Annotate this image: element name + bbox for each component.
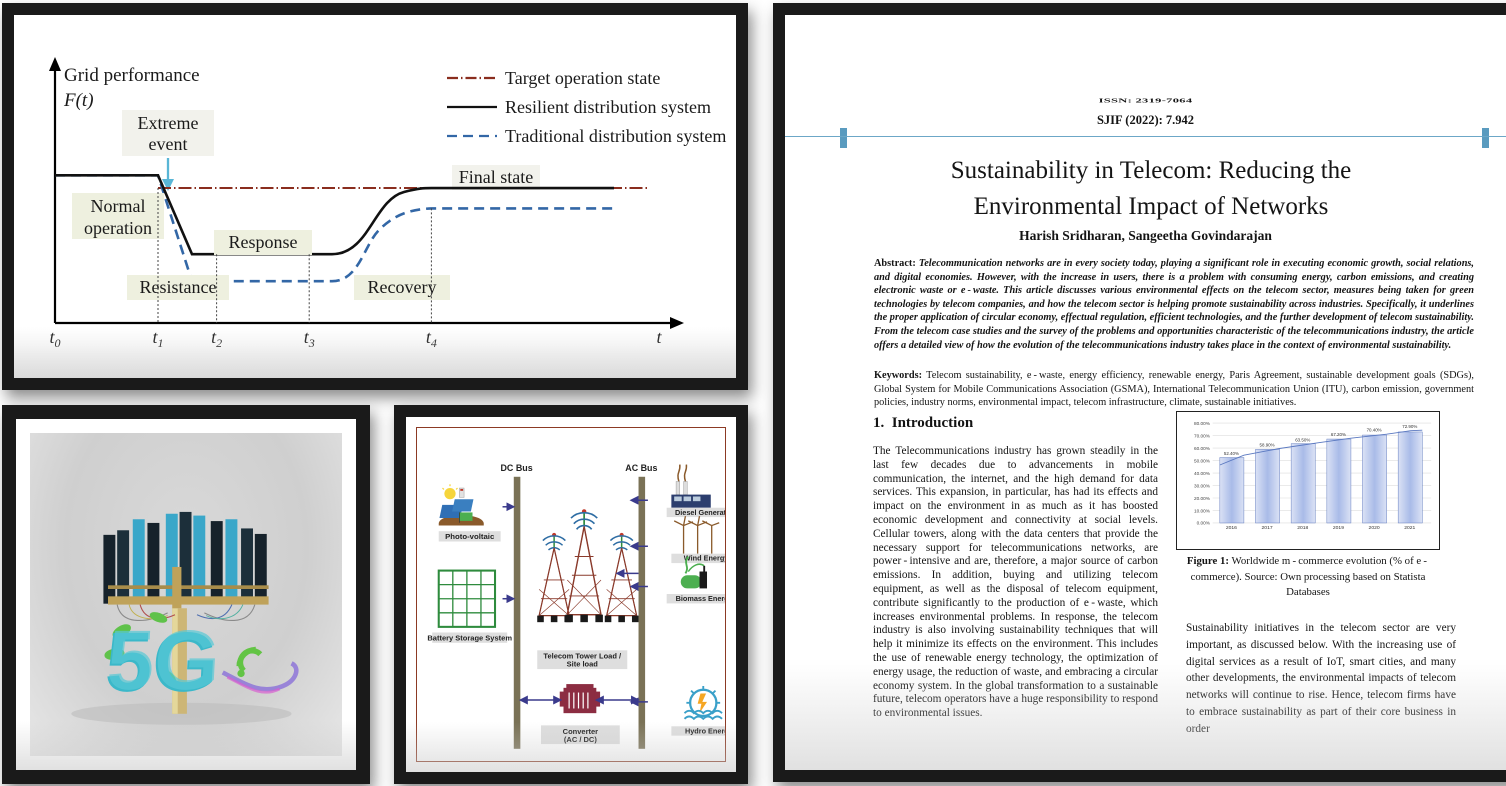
svg-text:5G: 5G xyxy=(105,613,223,707)
svg-text:t0: t0 xyxy=(49,327,60,350)
svg-text:t1: t1 xyxy=(152,327,163,350)
svg-text:60.00%: 60.00% xyxy=(1194,446,1211,452)
svg-text:t2: t2 xyxy=(211,327,222,350)
svg-text:2018: 2018 xyxy=(1297,525,1308,531)
svg-text:2017: 2017 xyxy=(1262,525,1273,531)
svg-text:0.00%: 0.00% xyxy=(1197,521,1211,527)
svg-text:Grid performance: Grid performance xyxy=(64,65,200,86)
svg-text:Response: Response xyxy=(229,232,298,252)
svg-text:(AC / DC): (AC / DC) xyxy=(564,735,597,744)
svg-text:67.20%: 67.20% xyxy=(1331,432,1346,437)
svg-text:2016: 2016 xyxy=(1226,525,1237,531)
svg-text:F(t): F(t) xyxy=(63,90,94,111)
svg-text:Traditional distribution syste: Traditional distribution system xyxy=(505,126,726,146)
svg-text:Battery Storage System: Battery Storage System xyxy=(427,633,512,642)
svg-text:Hydro Energy: Hydro Energy xyxy=(685,726,725,735)
svg-text:Final state: Final state xyxy=(459,167,534,187)
svg-text:Target operation state: Target operation state xyxy=(505,68,660,88)
svg-text:Recovery: Recovery xyxy=(368,277,437,297)
svg-text:63.50%: 63.50% xyxy=(1295,437,1310,442)
svg-text:52.40%: 52.40% xyxy=(1224,451,1239,456)
svg-text:Wind Energy: Wind Energy xyxy=(684,554,725,563)
svg-text:2021: 2021 xyxy=(1404,525,1415,531)
svg-text:operation: operation xyxy=(84,218,152,238)
svg-text:70.40%: 70.40% xyxy=(1367,428,1382,433)
svg-text:2020: 2020 xyxy=(1369,525,1380,531)
svg-text:Diesel Generator: Diesel Generator xyxy=(675,508,725,517)
svg-text:Normal: Normal xyxy=(91,196,146,216)
svg-text:50.00%: 50.00% xyxy=(1194,458,1211,464)
svg-text:80.00%: 80.00% xyxy=(1194,421,1211,427)
svg-text:AC Bus: AC Bus xyxy=(625,463,657,473)
svg-text:Site load: Site load xyxy=(567,660,599,669)
svg-text:Extreme: Extreme xyxy=(138,113,199,133)
svg-text:Resistance: Resistance xyxy=(140,277,217,297)
svg-text:Resilient distribution system: Resilient distribution system xyxy=(505,97,711,117)
svg-text:2019: 2019 xyxy=(1333,525,1344,531)
svg-text:10.00%: 10.00% xyxy=(1194,508,1211,514)
svg-text:30.00%: 30.00% xyxy=(1194,483,1211,489)
svg-text:40.00%: 40.00% xyxy=(1194,471,1211,477)
svg-text:20.00%: 20.00% xyxy=(1194,496,1211,502)
svg-text:event: event xyxy=(149,134,188,154)
svg-text:58.90%: 58.90% xyxy=(1260,443,1275,448)
svg-text:72.90%: 72.90% xyxy=(1402,424,1417,429)
svg-text:t: t xyxy=(656,327,662,347)
svg-text:Biomass Energy: Biomass Energy xyxy=(676,594,725,603)
svg-text:t4: t4 xyxy=(426,327,437,350)
svg-text:70.00%: 70.00% xyxy=(1194,433,1211,439)
svg-text:Photo-voltaic: Photo-voltaic xyxy=(445,532,495,541)
svg-text:DC Bus: DC Bus xyxy=(501,463,533,473)
svg-text:t3: t3 xyxy=(304,327,315,350)
